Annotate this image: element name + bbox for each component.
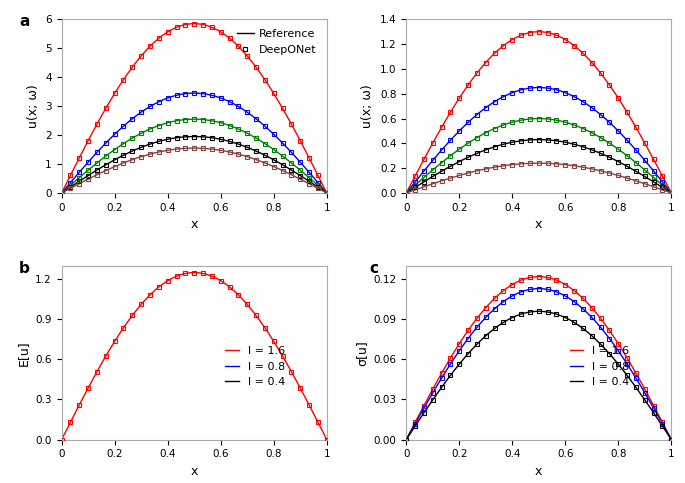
X-axis label: x: x (535, 465, 543, 478)
X-axis label: x: x (190, 218, 198, 231)
X-axis label: x: x (535, 218, 543, 231)
Legend: Reference, DeepONet: Reference, DeepONet (232, 25, 321, 59)
Y-axis label: u(x; ω): u(x; ω) (27, 84, 40, 128)
Y-axis label: σ[u]: σ[u] (355, 340, 368, 366)
X-axis label: x: x (190, 465, 198, 478)
Legend: l = 1.6, l = 0.8, l = 0.4: l = 1.6, l = 0.8, l = 0.4 (221, 341, 289, 392)
Legend: l = 1.6, l = 0.8, l = 0.4: l = 1.6, l = 0.8, l = 0.4 (566, 341, 634, 392)
Text: c: c (369, 261, 378, 276)
Y-axis label: u(x; ω): u(x; ω) (361, 84, 374, 128)
Text: b: b (19, 261, 30, 276)
Y-axis label: E[u]: E[u] (16, 340, 29, 366)
Text: a: a (19, 14, 29, 29)
